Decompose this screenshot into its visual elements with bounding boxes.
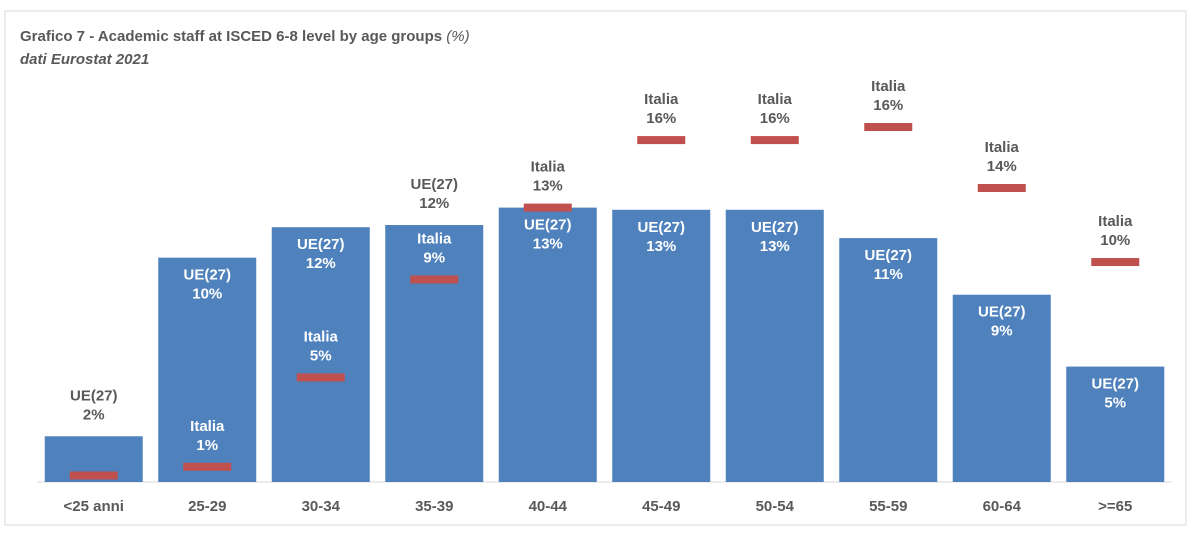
- x-tick-label: 60-64: [983, 498, 1022, 515]
- series-name: UE(27): [637, 219, 685, 236]
- data-label: Italia 16%: [758, 91, 793, 127]
- x-tick-label: 50-54: [756, 498, 795, 515]
- value-label: 12%: [419, 195, 449, 212]
- chart-subtitle: dati Eurostat 2021: [20, 51, 149, 68]
- bar: [952, 294, 1051, 482]
- x-tick-label: 45-49: [642, 498, 680, 515]
- value-label: 9%: [423, 249, 445, 266]
- series-name: Italia: [531, 159, 566, 176]
- value-label: 16%: [646, 110, 676, 127]
- bar: [725, 209, 824, 482]
- series-name: Italia: [985, 139, 1020, 156]
- marker: [69, 471, 118, 480]
- value-label: 1%: [196, 437, 218, 454]
- x-tick-label: 25-29: [188, 498, 226, 515]
- series-name: UE(27): [183, 267, 231, 284]
- marker: [183, 462, 232, 471]
- data-label: UE(27) 11%: [864, 247, 912, 283]
- data-label: Italia 5%: [304, 328, 339, 364]
- marker: [750, 136, 799, 145]
- data-label: UE(27) 5%: [1091, 376, 1139, 412]
- marker: [296, 373, 345, 382]
- data-label: Italia 13%: [531, 159, 566, 195]
- title-unit: (%): [446, 28, 469, 45]
- x-tick-label: <25 anni: [64, 498, 124, 515]
- value-label: 13%: [760, 238, 790, 255]
- chart-title: Grafico 7 - Academic staff at ISCED 6-8 …: [20, 28, 470, 45]
- data-label: Italia 16%: [871, 78, 906, 114]
- data-label: UE(27) 12%: [297, 236, 345, 272]
- data-label: UE(27) 13%: [751, 219, 799, 255]
- series-name: UE(27): [410, 176, 458, 193]
- title-text: Grafico 7 - Academic staff at ISCED 6-8 …: [20, 28, 442, 45]
- marker: [977, 184, 1026, 192]
- bar: [498, 207, 597, 482]
- data-label: UE(27) 12%: [410, 176, 458, 212]
- series-name: UE(27): [70, 387, 118, 404]
- series-name: Italia: [190, 418, 225, 435]
- data-label: UE(27) 13%: [524, 217, 572, 253]
- series-name: UE(27): [751, 219, 799, 236]
- series-name: Italia: [644, 91, 679, 108]
- marker: [1091, 258, 1140, 267]
- bar: [839, 238, 938, 482]
- data-label: Italia 16%: [644, 91, 679, 127]
- marker: [637, 136, 686, 145]
- value-label: 13%: [646, 238, 676, 255]
- series-name: UE(27): [978, 304, 1026, 321]
- value-label: 13%: [533, 236, 563, 253]
- x-tick-label: 40-44: [529, 498, 568, 515]
- bar: [385, 225, 484, 482]
- marker: [864, 123, 913, 132]
- series-name: UE(27): [864, 247, 912, 264]
- value-label: 16%: [760, 110, 790, 127]
- series-name: UE(27): [1091, 376, 1139, 393]
- data-label: Italia 14%: [985, 139, 1020, 175]
- value-label: 13%: [533, 178, 563, 195]
- value-label: 10%: [1100, 232, 1130, 249]
- value-label: 5%: [310, 347, 332, 364]
- x-tick-label: 30-34: [302, 498, 341, 515]
- data-label: Italia 9%: [417, 230, 452, 266]
- marker: [410, 275, 459, 284]
- data-label: UE(27) 13%: [637, 219, 685, 255]
- series-name: Italia: [417, 230, 452, 247]
- value-label: 10%: [192, 286, 222, 303]
- series-name: Italia: [1098, 213, 1133, 230]
- x-tick-label: >=65: [1098, 498, 1132, 515]
- series-name: Italia: [304, 328, 339, 345]
- data-label: UE(27) 9%: [978, 304, 1026, 340]
- bar: [271, 227, 370, 482]
- bar: [612, 209, 711, 482]
- value-label: 5%: [1104, 395, 1126, 412]
- data-label: Italia 10%: [1098, 213, 1133, 249]
- value-label: 16%: [873, 97, 903, 114]
- bar: [158, 257, 257, 482]
- x-tick-label: 55-59: [869, 498, 907, 515]
- value-label: 11%: [874, 266, 903, 283]
- marker: [523, 203, 572, 212]
- data-label: Italia 1%: [190, 418, 225, 454]
- value-label: 9%: [991, 323, 1013, 340]
- series-name: Italia: [758, 91, 793, 108]
- x-tick-label: 35-39: [415, 498, 453, 515]
- value-label: 14%: [987, 158, 1017, 175]
- value-label: 12%: [306, 255, 336, 272]
- value-label: 2%: [83, 406, 105, 423]
- series-name: UE(27): [297, 236, 345, 253]
- data-label: UE(27) 10%: [183, 267, 231, 303]
- series-name: UE(27): [524, 217, 572, 234]
- series-name: Italia: [871, 78, 906, 95]
- bar: [1066, 366, 1165, 482]
- data-label: UE(27) 2%: [70, 387, 118, 423]
